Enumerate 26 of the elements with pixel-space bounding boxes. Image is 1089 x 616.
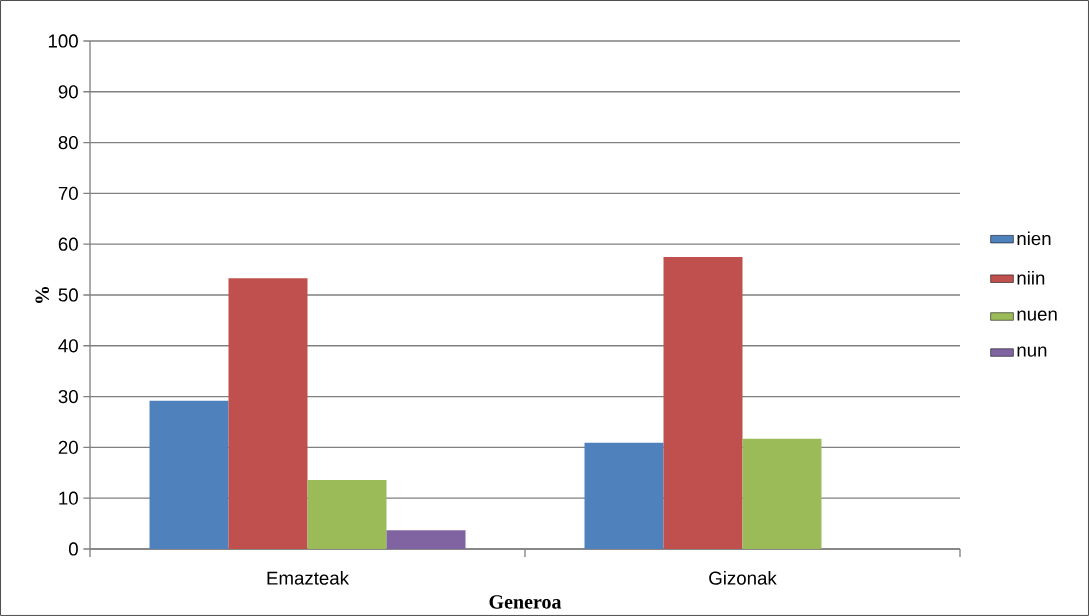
y-tick-label: 30 bbox=[58, 389, 78, 404]
y-tick-label: 60 bbox=[58, 237, 78, 251]
y-tick-label: 90 bbox=[58, 85, 78, 99]
x-axis-title: Generoa bbox=[489, 595, 562, 609]
y-tick-label: 50 bbox=[58, 288, 78, 302]
y-tick-label: 70 bbox=[58, 186, 78, 200]
bar bbox=[742, 438, 822, 549]
bar bbox=[584, 442, 664, 549]
legend-label: nuen bbox=[1017, 310, 1057, 321]
y-tick-label: 20 bbox=[58, 440, 78, 454]
bar bbox=[386, 530, 466, 549]
bar bbox=[307, 479, 387, 549]
y-tick-label: 40 bbox=[58, 339, 78, 353]
y-tick-label: 80 bbox=[58, 135, 78, 150]
bar bbox=[149, 400, 229, 549]
bar bbox=[663, 256, 743, 549]
x-tick-label: Gizonak bbox=[709, 571, 777, 585]
y-tick-label: 10 bbox=[59, 491, 78, 505]
legend-label: nien bbox=[1017, 231, 1051, 246]
x-tick-label: Emazteak bbox=[267, 571, 350, 585]
y-tick-label: 100 bbox=[48, 34, 78, 48]
bar bbox=[228, 278, 308, 549]
legend-label: nun bbox=[1017, 346, 1047, 357]
y-tick-label: 0 bbox=[68, 542, 78, 556]
y-axis-title: % bbox=[35, 286, 50, 303]
legend-label: niin bbox=[1017, 270, 1045, 285]
